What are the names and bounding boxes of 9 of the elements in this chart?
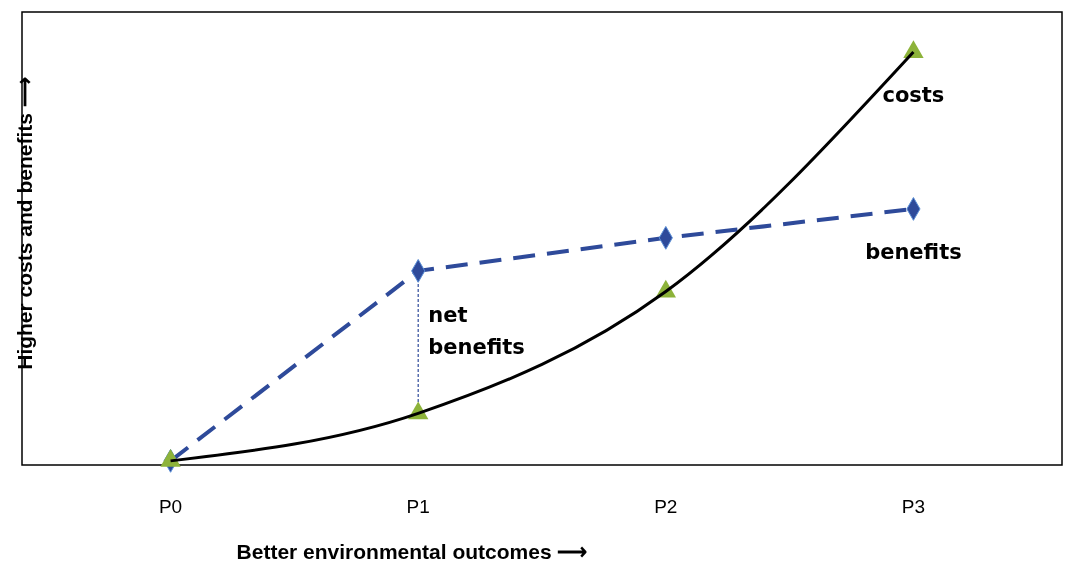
annotation: net benefits <box>428 303 525 360</box>
x-axis-title: Better environmental outcomes ⟶ <box>236 540 588 563</box>
x-tick-label: P1 <box>406 496 430 517</box>
series-label: benefits <box>865 239 962 264</box>
series-label: costs <box>882 83 945 107</box>
x-tick-label: P2 <box>654 496 678 517</box>
x-tick-label: P3 <box>901 496 926 517</box>
x-tick-label: P0 <box>158 496 183 517</box>
y-axis-title: Higher costs and benefits ⟶ <box>13 77 36 370</box>
